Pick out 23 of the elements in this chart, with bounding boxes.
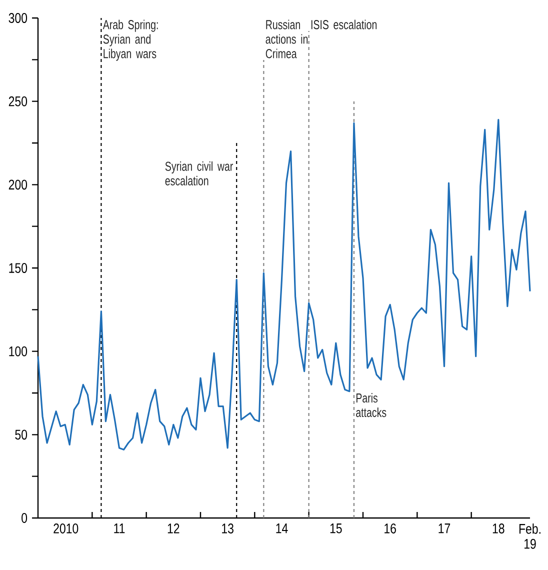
x-tick-label: Feb. 19 (519, 524, 540, 549)
x-tick-label: 15 (330, 524, 342, 534)
ref-line-label: Syrian civil war escalation (165, 161, 233, 186)
y-tick-label: 150 (9, 263, 28, 273)
y-tick-label: 300 (8, 13, 28, 23)
y-tick-label: 200 (8, 180, 28, 190)
x-tick-label: 14 (276, 524, 288, 534)
ref-line-label: Russian actions in Crimea (266, 20, 308, 58)
y-tick-label: 0 (22, 513, 28, 523)
y-tick-label: 50 (15, 430, 28, 440)
line-series (37, 118, 531, 450)
ref-line-label: Paris attacks (356, 393, 386, 418)
y-tick-label: 250 (8, 96, 28, 106)
x-tick-label: 17 (438, 524, 450, 534)
x-tick-label: 11 (114, 524, 125, 534)
y-tick-label: 100 (9, 346, 28, 356)
ref-line-label: ISIS escalation (311, 20, 377, 30)
x-tick-label: 18 (492, 524, 504, 534)
x-tick-label: 2010 (54, 524, 78, 534)
x-tick-label: 16 (384, 524, 396, 534)
x-tick-label: 13 (222, 524, 234, 534)
x-tick-label: 12 (168, 524, 180, 534)
ref-line-label: Arab Spring: Syrian and Libyan wars (102, 20, 158, 61)
